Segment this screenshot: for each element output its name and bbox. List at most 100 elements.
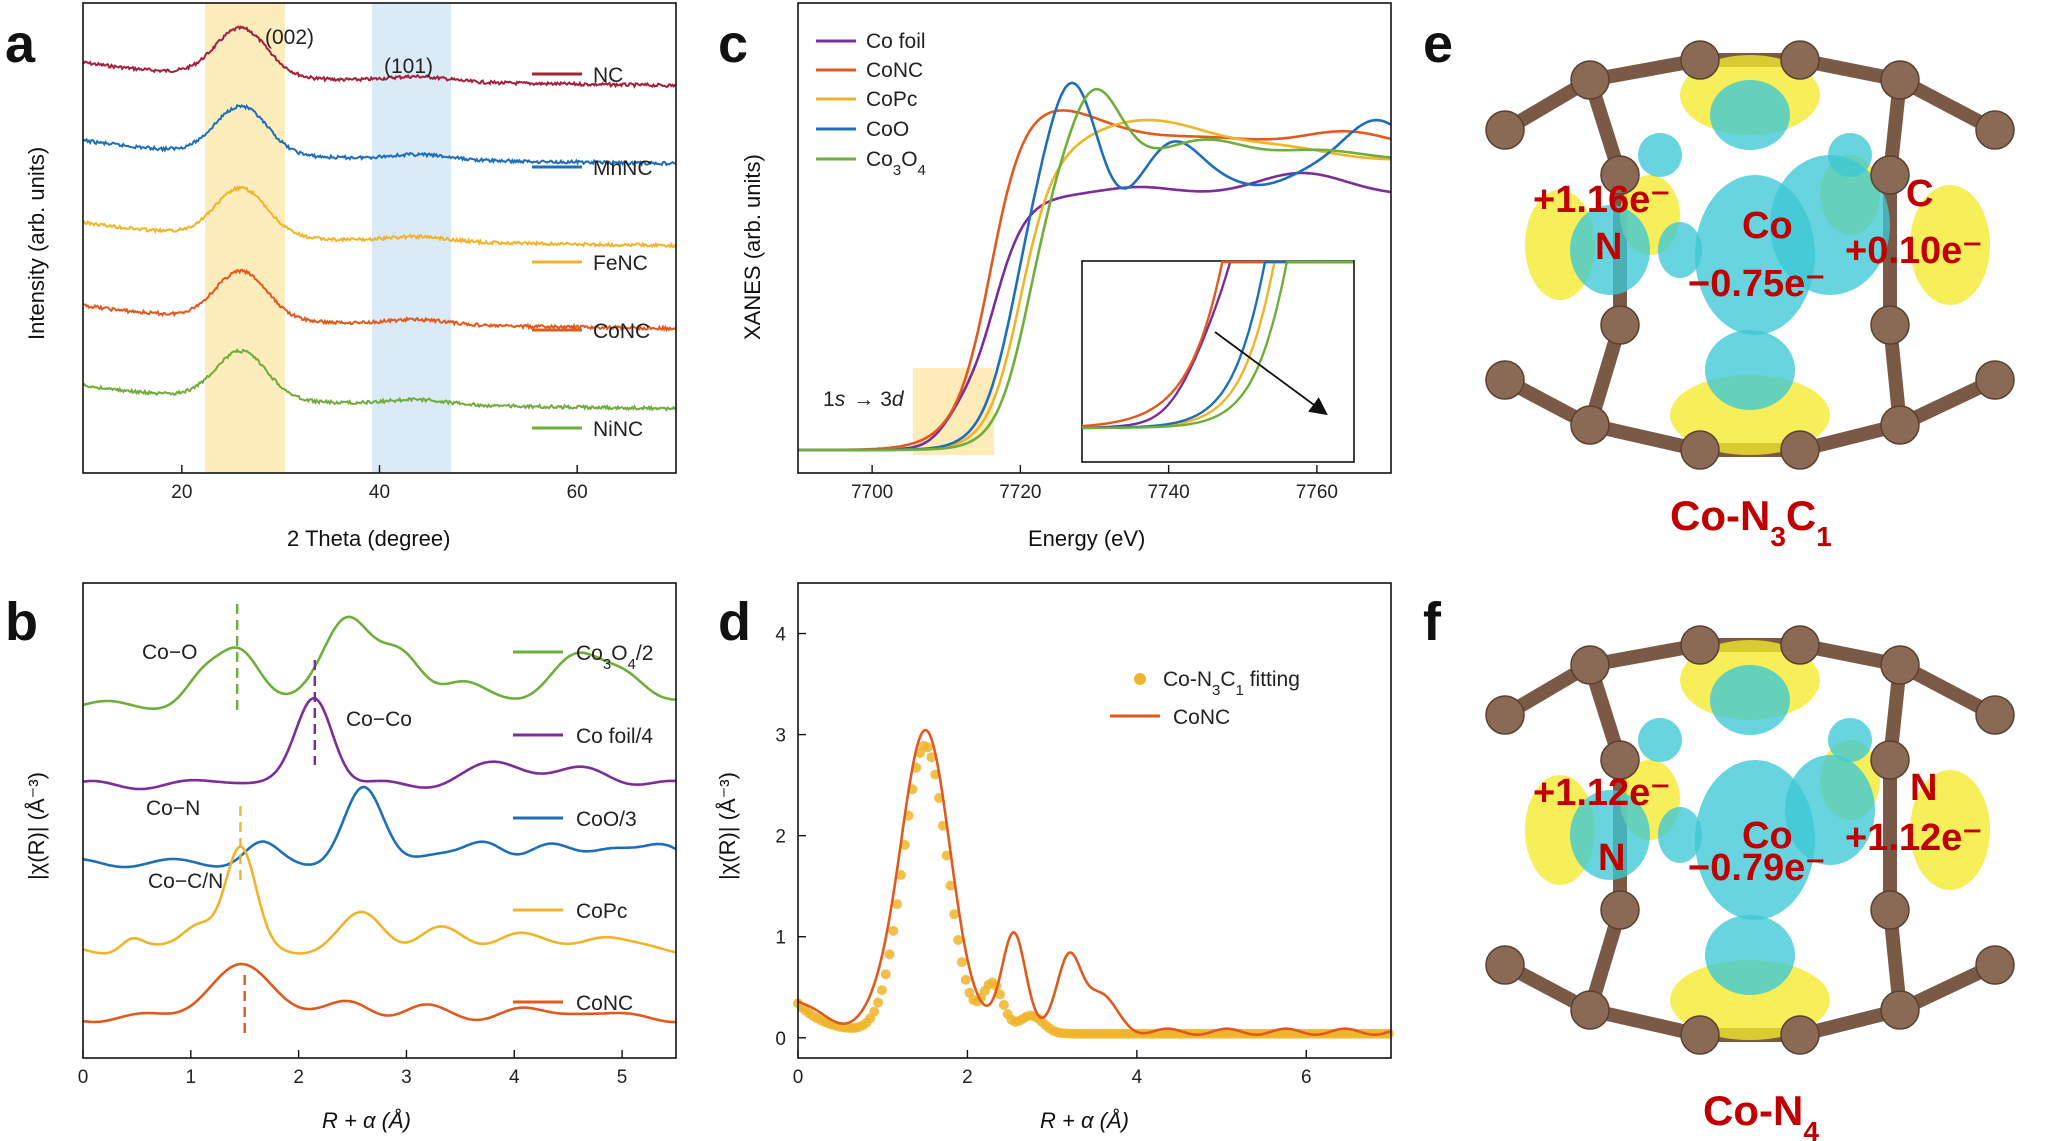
atom-label-n2-f: N bbox=[1910, 767, 1937, 809]
atom-label-co-e: Co bbox=[1742, 205, 1793, 247]
legend-copc: CoPc bbox=[576, 900, 627, 923]
legend-conc-d: CoNC bbox=[1173, 706, 1230, 729]
fit-point bbox=[956, 957, 967, 968]
panel-b-xticks: 0 1 2 3 4 5 bbox=[78, 1050, 627, 1088]
fit-point bbox=[960, 974, 971, 985]
isosurface-lobe bbox=[1658, 807, 1702, 863]
legend-fitting: Co-N3C1 fitting bbox=[1163, 668, 1300, 699]
isosurface-lobe bbox=[1638, 133, 1682, 177]
legend-conc-c: CoNC bbox=[866, 59, 923, 82]
charge-n2-f: +1.12e⁻ bbox=[1845, 817, 1982, 859]
fit-point bbox=[945, 880, 956, 891]
panel-a-legend: NC MnNC FeNC CoNC NiNC bbox=[532, 64, 653, 441]
panel-c-frame bbox=[797, 2, 1392, 474]
legend-ninc: NiNC bbox=[593, 418, 643, 441]
panel-a: a 20 40 60 (002) (101) NCMnNCFeNCCoNCNiNC … bbox=[5, 2, 677, 551]
isosurface-lobe bbox=[1638, 718, 1682, 762]
isosurface-lobe bbox=[1828, 718, 1872, 762]
panel-b: b 0 1 2 3 4 5 Co−O Co−Co Co−N Co−C/N Co3O4/2 … bbox=[5, 582, 677, 1133]
panel-label-d: d bbox=[718, 592, 751, 652]
legend-cofoil: Co foil bbox=[866, 30, 926, 53]
fit-point bbox=[953, 935, 964, 945]
inset-trend-arrow bbox=[1214, 331, 1328, 416]
carbon-atom bbox=[1870, 890, 1910, 930]
carbon-atom bbox=[1870, 740, 1910, 780]
fit-point bbox=[892, 899, 903, 910]
carbon-atom bbox=[1880, 645, 1920, 685]
carbon-atom bbox=[1600, 890, 1640, 930]
d-xtick-label: 0 bbox=[793, 1067, 804, 1088]
fit-point bbox=[995, 989, 1005, 1000]
fit-point bbox=[880, 969, 891, 980]
legend-co3o4-2: Co3O4/2 bbox=[576, 642, 653, 673]
carbon-atom bbox=[1485, 695, 1525, 735]
carbon-atom bbox=[1600, 155, 1640, 195]
isosurface-lobe bbox=[1710, 665, 1790, 735]
carbon-atom bbox=[1870, 305, 1910, 345]
d-xtick-label: 4 bbox=[1132, 1067, 1143, 1088]
charge-n-e: +1.16e⁻ bbox=[1533, 179, 1670, 221]
carbon-atom bbox=[1570, 645, 1610, 685]
carbon-atom bbox=[1570, 405, 1610, 445]
band-002 bbox=[205, 3, 285, 473]
exafs-curve-co3o4-2 bbox=[82, 615, 677, 710]
charge-c-e: +0.10e⁻ bbox=[1845, 230, 1982, 272]
structure-e bbox=[1478, 35, 2053, 470]
structure-title-e: Co-N3C1 bbox=[1670, 492, 1832, 552]
xanes-curve-co3o4 bbox=[798, 87, 1392, 452]
fit-point bbox=[998, 999, 1009, 1010]
exafs-curve-conc bbox=[82, 962, 676, 1024]
d-xtick-label: 6 bbox=[1301, 1067, 1312, 1088]
c-xtick-label: 7760 bbox=[1296, 482, 1338, 503]
d-xtick-label: 2 bbox=[962, 1067, 973, 1088]
annotation-co-cn: Co−C/N bbox=[148, 870, 223, 893]
panel-label-f: f bbox=[1423, 592, 1442, 652]
a-xtick-label: 20 bbox=[171, 482, 192, 503]
carbon-atom bbox=[1570, 990, 1610, 1030]
c-xtick-label: 7720 bbox=[999, 482, 1041, 503]
legend-mnnc: MnNC bbox=[593, 157, 653, 180]
fit-point bbox=[876, 985, 887, 996]
carbon-atom bbox=[1975, 360, 2015, 400]
panel-a-ylabel: Intensity (arb. units) bbox=[24, 147, 49, 340]
isosurface-lobe bbox=[1785, 755, 1875, 865]
legend-cofoil-4: Co foil/4 bbox=[576, 725, 653, 748]
panel-a-xticks: 20 40 60 bbox=[171, 465, 588, 503]
panel-c-legend: Co foil CoNC CoPc CoO Co3O4 bbox=[816, 30, 926, 179]
fit-point bbox=[869, 1006, 880, 1017]
panel-label-c: c bbox=[718, 14, 748, 74]
carbon-atom bbox=[1975, 695, 2015, 735]
carbon-atom bbox=[1880, 60, 1920, 100]
annotation-co-co: Co−Co bbox=[346, 708, 412, 731]
panel-b-frame bbox=[82, 582, 677, 1059]
xrd-curve-conc bbox=[82, 268, 677, 333]
carbon-atom bbox=[1485, 945, 1525, 985]
carbon-atom bbox=[1780, 430, 1820, 470]
panel-d-legend: Co-N3C1 fitting CoNC bbox=[1110, 668, 1300, 729]
xrd-curve-nc bbox=[82, 25, 677, 89]
b-xtick-label: 2 bbox=[293, 1067, 304, 1088]
panel-d: d 0 2 4 6 0 1 2 3 4 Co-N3C1 fitting CoNC R + α (… bbox=[715, 582, 1394, 1133]
d-ytick-label: 3 bbox=[775, 726, 786, 747]
exafs-curve-coo-3 bbox=[82, 785, 677, 869]
inset-frame bbox=[1081, 260, 1355, 463]
fit-point bbox=[926, 752, 937, 763]
xrd-curve-fenc bbox=[82, 184, 677, 250]
isosurface-lobe bbox=[1570, 205, 1650, 295]
panel-c-xticks: 7700 7720 7740 7760 bbox=[851, 465, 1338, 503]
annotation-co-o: Co−O bbox=[142, 641, 197, 664]
carbon-atom bbox=[1680, 1015, 1720, 1055]
panel-c-inset-curves bbox=[1082, 260, 1353, 430]
b-xtick-label: 4 bbox=[509, 1067, 520, 1088]
legend-fenc: FeNC bbox=[593, 252, 648, 275]
legend-marker-fitting bbox=[1134, 673, 1146, 685]
charge-n1-f: +1.12e⁻ bbox=[1533, 772, 1670, 814]
fit-point bbox=[873, 997, 884, 1008]
peak-label-002: (002) bbox=[265, 26, 314, 49]
panel-f: f N Co N +1.12e⁻ −0.79e⁻ +1.12e⁻ Co-N4 bbox=[1423, 592, 2053, 1141]
carbon-atom bbox=[1975, 945, 2015, 985]
isosurface-lobe bbox=[1705, 330, 1795, 410]
panel-b-dashes bbox=[235, 604, 317, 1035]
annotation-1s-3d: 1s → 3d bbox=[823, 388, 905, 411]
legend-coo-3: CoO/3 bbox=[576, 808, 637, 831]
